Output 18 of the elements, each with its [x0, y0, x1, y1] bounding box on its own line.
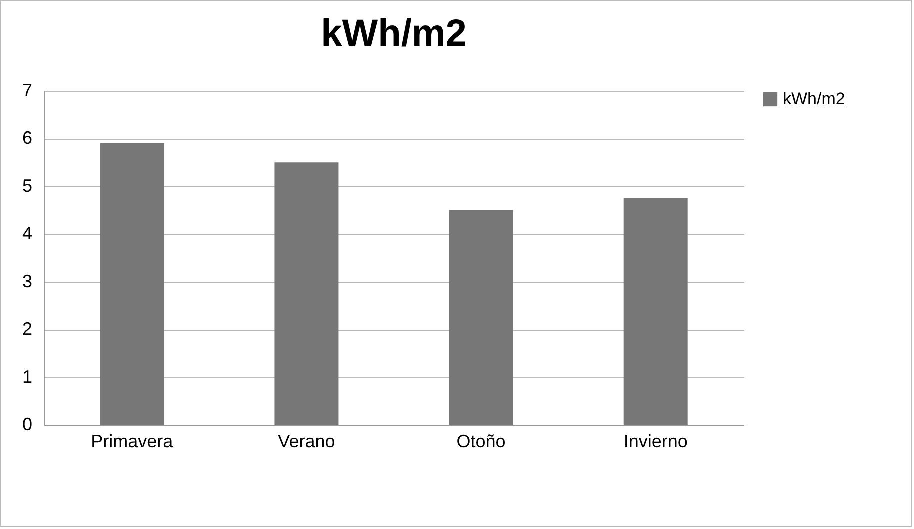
chart-title: kWh/m2	[321, 13, 467, 55]
y-tick-label: 7	[22, 80, 32, 100]
y-tick-label: 1	[22, 366, 32, 387]
x-tick-label: Otoño	[456, 432, 506, 452]
bar	[624, 198, 688, 425]
y-tick-label: 0	[22, 414, 32, 434]
bar	[449, 210, 514, 425]
x-tick-label: Invierno	[624, 432, 688, 452]
y-tick-label: 4	[22, 224, 32, 244]
bar	[100, 143, 164, 425]
y-tick-label: 5	[22, 176, 32, 196]
legend-label: kWh/m2	[783, 90, 846, 108]
x-tick-label: Verano	[278, 432, 336, 452]
bar	[274, 162, 339, 425]
y-tick-label: 3	[22, 271, 32, 292]
y-tick-label: 6	[22, 128, 32, 148]
y-tick-label: 2	[22, 319, 32, 340]
x-tick-label: Primavera	[91, 432, 174, 452]
